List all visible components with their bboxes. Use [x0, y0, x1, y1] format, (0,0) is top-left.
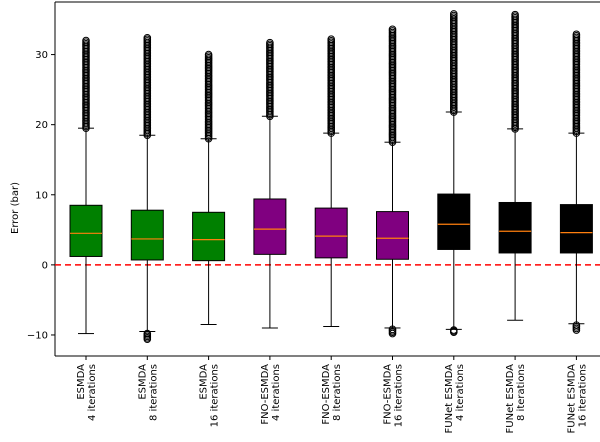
y-tick-label: 20 [35, 120, 48, 131]
flier-high [327, 129, 336, 137]
y-axis-label: Error (bar) [10, 182, 21, 234]
flier-low [388, 329, 397, 338]
y-tick-label: −10 [27, 330, 48, 341]
box [498, 201, 532, 254]
flier-high [82, 124, 90, 132]
x-tick-label: ESMDA4 iterations [76, 364, 98, 421]
x-tick-label: FNO-ESMDA16 iterations [383, 364, 405, 428]
x-tick-label: FNO-ESMDA8 iterations [321, 364, 343, 425]
box [69, 204, 103, 257]
x-tick-label: ESMDA8 iterations [137, 364, 159, 421]
box [376, 211, 409, 260]
x-tick-label: FUNet ESMDA16 iterations [566, 364, 588, 434]
x-tick-label: FUNet ESMDA4 iterations [444, 364, 466, 434]
flier-high [511, 125, 519, 133]
y-tick-label: 10 [35, 190, 48, 201]
box [559, 204, 593, 254]
flier-low [450, 328, 458, 336]
x-tick-label: ESMDA16 iterations [199, 364, 221, 428]
flier-high [388, 138, 397, 146]
y-tick-label: 0 [42, 260, 48, 271]
flier-low [572, 326, 581, 334]
box [130, 209, 164, 261]
box [192, 211, 226, 262]
flier-high [572, 129, 581, 137]
flier-high [204, 134, 213, 143]
box [314, 207, 348, 259]
flier-high [450, 108, 458, 116]
x-tick-label: FUNet ESMDA8 iterations [505, 364, 527, 434]
box [437, 193, 471, 250]
flier-low [143, 335, 152, 343]
flier-high [266, 112, 274, 121]
plot-area: −10 0 10 20 30 ESMDA4 iterations ESMDA8 iterat… [27, 1, 600, 434]
x-tick-label: FNO-ESMDA4 iterations [260, 364, 282, 425]
flier-high [143, 131, 152, 139]
box [253, 198, 287, 255]
y-tick-label: 30 [35, 50, 48, 61]
